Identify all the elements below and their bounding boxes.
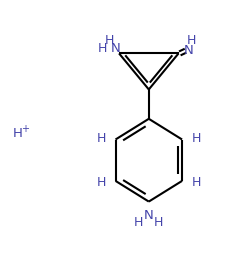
Text: H: H: [134, 217, 144, 229]
Text: +: +: [21, 124, 29, 134]
Text: N: N: [184, 44, 193, 57]
Text: N: N: [144, 209, 154, 222]
Text: H: H: [96, 176, 106, 189]
Text: H: H: [105, 34, 114, 47]
Text: H: H: [192, 132, 201, 145]
Text: N: N: [110, 42, 120, 55]
Text: H: H: [12, 127, 22, 140]
Text: H: H: [97, 42, 107, 55]
Text: H: H: [192, 176, 201, 189]
Text: H: H: [154, 217, 163, 229]
Text: H: H: [187, 34, 196, 47]
Text: H: H: [96, 132, 106, 145]
